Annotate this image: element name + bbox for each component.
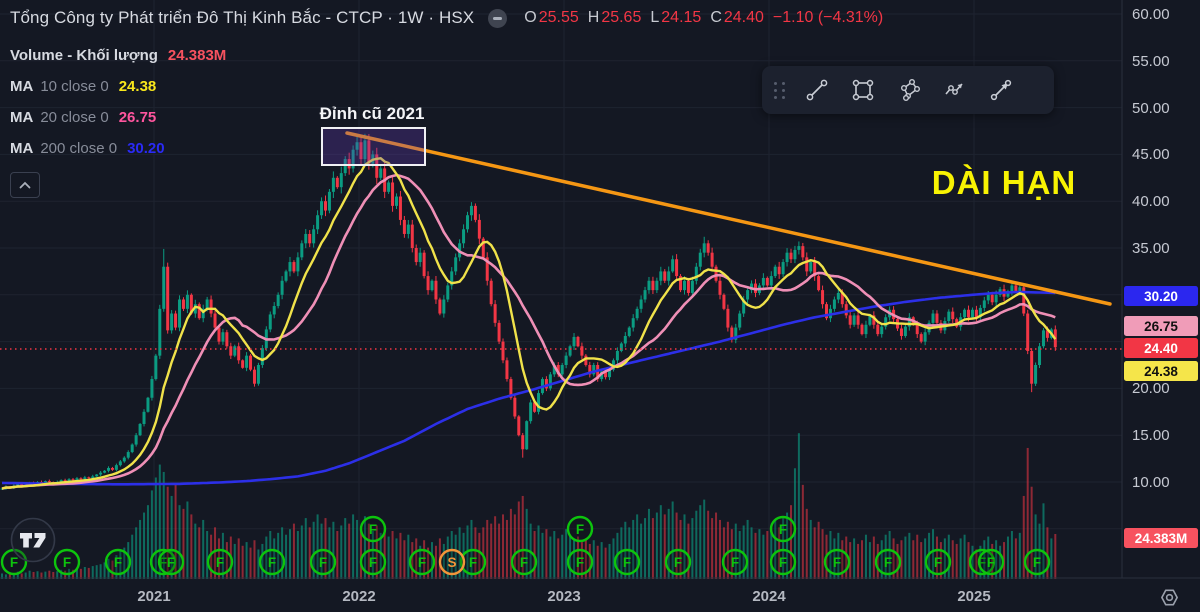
svg-text:F: F: [978, 555, 986, 570]
open-value: 25.55: [538, 9, 579, 26]
change-value: −1.10 (−4.31%): [772, 9, 884, 26]
svg-text:2024: 2024: [752, 588, 786, 605]
svg-text:2025: 2025: [957, 588, 990, 605]
svg-text:F: F: [779, 522, 787, 537]
ma20-value: 26.75: [118, 108, 157, 126]
tradingview-logo-icon: [10, 517, 56, 563]
svg-text:55.00: 55.00: [1132, 53, 1170, 70]
svg-text:F: F: [10, 555, 18, 570]
svg-text:F: F: [576, 555, 584, 570]
svg-text:F: F: [731, 555, 739, 570]
svg-text:F: F: [934, 555, 942, 570]
svg-text:S: S: [447, 555, 456, 570]
zigzag-arrow-tool-button[interactable]: [932, 70, 978, 110]
peak-annotation-label[interactable]: Đỉnh cũ 2021: [320, 104, 425, 123]
volume-study-value: 24.383M: [167, 46, 227, 64]
collapse-legend-button[interactable]: [10, 172, 40, 198]
svg-text:15.00: 15.00: [1132, 427, 1170, 444]
tradingview-logo[interactable]: [10, 517, 56, 563]
chart-legend: Tổng Công ty Phát triển Đô Thị Kinh Bắc …: [10, 6, 883, 198]
svg-text:F: F: [369, 522, 377, 537]
price-axis[interactable]: 60.00 55.00 50.00 45.00 40.00 35.00 20.00 15.00…: [1121, 0, 1198, 578]
gear-icon: [1160, 589, 1178, 605]
event-markers-layer[interactable]: FFFFFFFFFFFFFFFFFFFFFFFFFFS: [0, 515, 1051, 576]
svg-text:F: F: [216, 555, 224, 570]
rotated-rectangle-tool-button[interactable]: [886, 70, 932, 110]
ohlc-values: O 25.55 H 25.65 L 24.15 C 24.40 −1.10 (−4.31…: [524, 9, 884, 26]
high-value: 25.65: [601, 9, 642, 26]
arrow-marker-tool-button[interactable]: [978, 70, 1024, 110]
svg-text:24.383M: 24.383M: [1135, 531, 1188, 546]
svg-text:60.00: 60.00: [1132, 6, 1170, 23]
svg-text:F: F: [167, 555, 175, 570]
svg-text:F: F: [520, 555, 528, 570]
svg-text:24.40: 24.40: [1144, 341, 1178, 356]
close-value: 24.40: [723, 9, 764, 26]
svg-text:F: F: [779, 555, 787, 570]
svg-text:F: F: [63, 555, 71, 570]
ma10-legend-row[interactable]: MA 10 close 0 24.38: [10, 77, 157, 95]
svg-text:F: F: [369, 555, 377, 570]
svg-text:F: F: [987, 555, 995, 570]
svg-text:F: F: [833, 555, 841, 570]
rectangle-tool-button[interactable]: [840, 70, 886, 110]
svg-text:F: F: [576, 522, 584, 537]
toolbar-drag-handle[interactable]: [774, 81, 786, 99]
svg-text:F: F: [469, 555, 477, 570]
svg-text:45.00: 45.00: [1132, 146, 1170, 163]
zigzag-arrow-icon: [945, 83, 963, 95]
long-term-annotation-label[interactable]: DÀI HẠN: [932, 164, 1077, 201]
time-axis[interactable]: 2021 2022 2023 2024 2025: [0, 577, 1200, 605]
svg-text:2023: 2023: [547, 588, 580, 605]
price-badge: [1124, 316, 1198, 336]
svg-text:F: F: [114, 555, 122, 570]
ma200-legend-row[interactable]: MA 200 close 0 30.20: [10, 139, 165, 157]
svg-text:2021: 2021: [137, 588, 170, 605]
ma200-value: 30.20: [127, 139, 165, 157]
svg-text:40.00: 40.00: [1132, 193, 1170, 210]
svg-text:F: F: [418, 555, 426, 570]
svg-text:F: F: [319, 555, 327, 570]
svg-text:2022: 2022: [342, 588, 375, 605]
svg-text:F: F: [884, 555, 892, 570]
svg-text:26.75: 26.75: [1144, 319, 1178, 334]
svg-text:F: F: [623, 555, 631, 570]
trend-line-icon: [806, 79, 828, 101]
chevron-up-icon: [19, 181, 31, 189]
price-badge: [1124, 361, 1198, 381]
volume-study-label[interactable]: Volume - Khối lượng: [10, 46, 158, 64]
peak-highlight-box-drawing[interactable]: [321, 127, 426, 166]
ma20-legend-row[interactable]: MA 20 close 0 26.75: [10, 108, 157, 126]
svg-text:30.20: 30.20: [1144, 289, 1178, 304]
favorite-drawings-toolbar: [762, 66, 1054, 114]
minus-circle-icon[interactable]: [488, 8, 508, 28]
rotated-rectangle-icon: [900, 79, 921, 102]
price-badge: [1124, 338, 1198, 358]
rectangle-icon: [852, 79, 874, 101]
svg-text:10.00: 10.00: [1132, 474, 1170, 491]
timezone-settings-button[interactable]: [1154, 585, 1184, 609]
ma20-line[interactable]: [1, 173, 1056, 490]
svg-text:F: F: [674, 555, 682, 570]
low-value: 24.15: [661, 9, 702, 26]
descending-trendline-drawing[interactable]: [345, 131, 1112, 306]
svg-text:F: F: [268, 555, 276, 570]
ma10-line[interactable]: [1, 157, 1057, 490]
svg-text:20.00: 20.00: [1132, 380, 1170, 397]
svg-text:F: F: [159, 555, 167, 570]
svg-text:F: F: [1033, 555, 1041, 570]
trend-line-tool-button[interactable]: [794, 70, 840, 110]
ma10-value: 24.38: [118, 77, 157, 95]
price-badge: [1124, 528, 1198, 548]
svg-text:50.00: 50.00: [1132, 100, 1170, 117]
arrow-marker-icon: [990, 79, 1012, 101]
symbol-title[interactable]: Tổng Công ty Phát triển Đô Thị Kinh Bắc …: [10, 8, 475, 27]
svg-text:24.38: 24.38: [1144, 364, 1178, 379]
price-badge: [1124, 286, 1198, 306]
svg-text:35.00: 35.00: [1132, 240, 1170, 257]
